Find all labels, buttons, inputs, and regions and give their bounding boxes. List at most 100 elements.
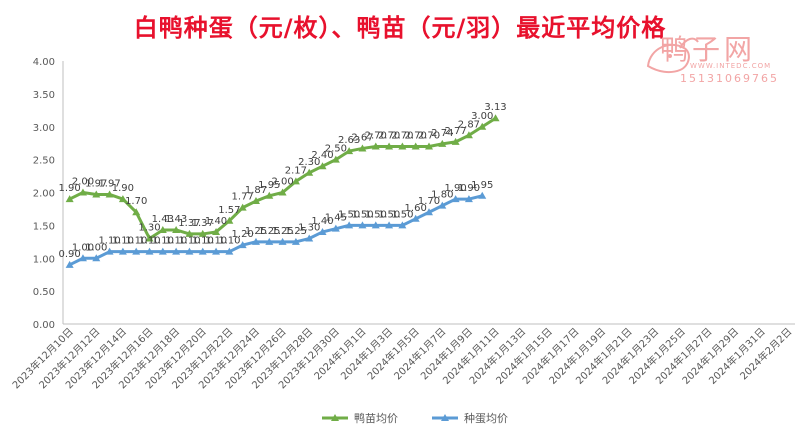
data-label: 1.10: [125, 236, 147, 247]
data-label: 2.67: [351, 132, 373, 143]
data-point-marker: [305, 234, 314, 242]
legend-label: 种蛋均价: [464, 411, 508, 425]
data-label: 1.10: [112, 236, 134, 247]
data-point-marker: [491, 114, 500, 122]
data-point-marker: [451, 137, 460, 145]
data-label: 1.10: [98, 236, 120, 247]
data-label: 2.87: [458, 119, 480, 130]
data-label: 1.50: [338, 209, 360, 220]
data-label: 1.10: [218, 236, 240, 247]
data-point-marker: [385, 221, 394, 229]
data-label: 1.20: [232, 229, 254, 240]
y-tick-label: 0.50: [33, 287, 55, 298]
data-point-marker: [478, 191, 487, 199]
data-point-marker: [371, 221, 380, 229]
data-label: 1.77: [232, 192, 254, 203]
data-label: 1.57: [218, 205, 240, 216]
data-label: 1.37: [178, 218, 200, 229]
data-label: 1.50: [378, 209, 400, 220]
data-label: 1.30: [138, 223, 160, 234]
data-label: 2.70: [378, 130, 400, 141]
data-point-marker: [132, 247, 141, 255]
data-label: 1.10: [192, 236, 214, 247]
data-point-marker: [65, 260, 74, 268]
data-point-marker: [185, 229, 194, 237]
data-label: 2.17: [285, 165, 307, 176]
y-tick-label: 0.00: [33, 320, 55, 331]
data-label: 2.74: [431, 128, 453, 139]
y-tick-label: 3.50: [33, 90, 55, 101]
data-point-marker: [358, 221, 367, 229]
data-point-marker: [278, 237, 287, 245]
data-point-marker: [105, 247, 114, 255]
legend-marker: [441, 414, 449, 421]
data-label: 1.00: [85, 242, 107, 253]
data-label: 1.50: [391, 209, 413, 220]
data-point-marker: [425, 208, 433, 216]
data-label: 1.10: [205, 236, 227, 247]
data-point-marker: [198, 229, 207, 237]
data-point-marker: [251, 197, 260, 205]
data-label: 1.25: [285, 226, 307, 237]
data-label: 1.90: [59, 183, 81, 194]
data-label: 1.40: [205, 216, 227, 227]
watermark-brand: 鸭子网: [660, 33, 757, 66]
data-point-marker: [212, 227, 221, 235]
data-point-marker: [238, 241, 247, 249]
data-point-marker: [411, 214, 420, 222]
data-label: 1.90: [112, 183, 134, 194]
data-point-marker: [291, 177, 300, 185]
y-tick-label: 3.00: [33, 123, 55, 134]
data-point-marker: [105, 190, 114, 198]
data-point-marker: [265, 237, 274, 245]
data-label: 1.37: [192, 218, 214, 229]
data-label: 1.95: [471, 180, 493, 191]
data-point-marker: [385, 142, 394, 150]
data-label: 2.63: [338, 135, 360, 146]
data-label: 2.70: [391, 130, 413, 141]
y-tick-label: 2.00: [33, 189, 55, 200]
data-point-marker: [345, 221, 354, 229]
data-point-marker: [158, 225, 167, 233]
data-label: 2.00: [72, 177, 94, 188]
data-label: 2.70: [365, 130, 387, 141]
data-label: 1.10: [178, 236, 200, 247]
data-label: 1.10: [165, 236, 187, 247]
legend-marker: [331, 414, 339, 421]
data-point-marker: [411, 142, 420, 150]
y-tick-label: 2.50: [33, 156, 55, 167]
data-point-marker: [78, 188, 87, 196]
data-label: 0.90: [59, 249, 81, 260]
legend-label: 鸭苗均价: [354, 412, 398, 425]
data-label: 1.25: [258, 226, 280, 237]
data-label: 3.00: [471, 111, 493, 122]
data-point-marker: [398, 221, 407, 229]
y-tick-label: 1.50: [33, 221, 55, 232]
data-point-marker: [118, 195, 127, 203]
duck-logo-icon: [646, 37, 699, 74]
data-point-marker: [331, 155, 340, 163]
data-label: 1.97: [85, 178, 107, 189]
data-point-marker: [198, 247, 207, 255]
watermark-url: WWW.INTEDC.COM: [690, 62, 772, 70]
data-label: 1.10: [138, 236, 160, 247]
data-label: 1.40: [311, 216, 333, 227]
data-label: 1.25: [271, 226, 293, 237]
data-label: 2.50: [325, 144, 347, 155]
data-label: 2.00: [271, 177, 293, 188]
data-label: 1.95: [258, 180, 280, 191]
watermark-phone: 15131069765: [680, 72, 779, 85]
data-label: 1.43: [152, 214, 174, 225]
data-label: 1.90: [444, 183, 466, 194]
data-point-marker: [132, 208, 141, 216]
data-point-marker: [65, 195, 74, 203]
data-point-marker: [318, 162, 327, 170]
data-point-marker: [438, 139, 447, 147]
data-label: 2.70: [418, 130, 440, 141]
data-point-marker: [78, 254, 87, 262]
data-label: 1.10: [152, 236, 174, 247]
data-label: 2.40: [311, 150, 333, 161]
data-point-marker: [345, 147, 354, 155]
